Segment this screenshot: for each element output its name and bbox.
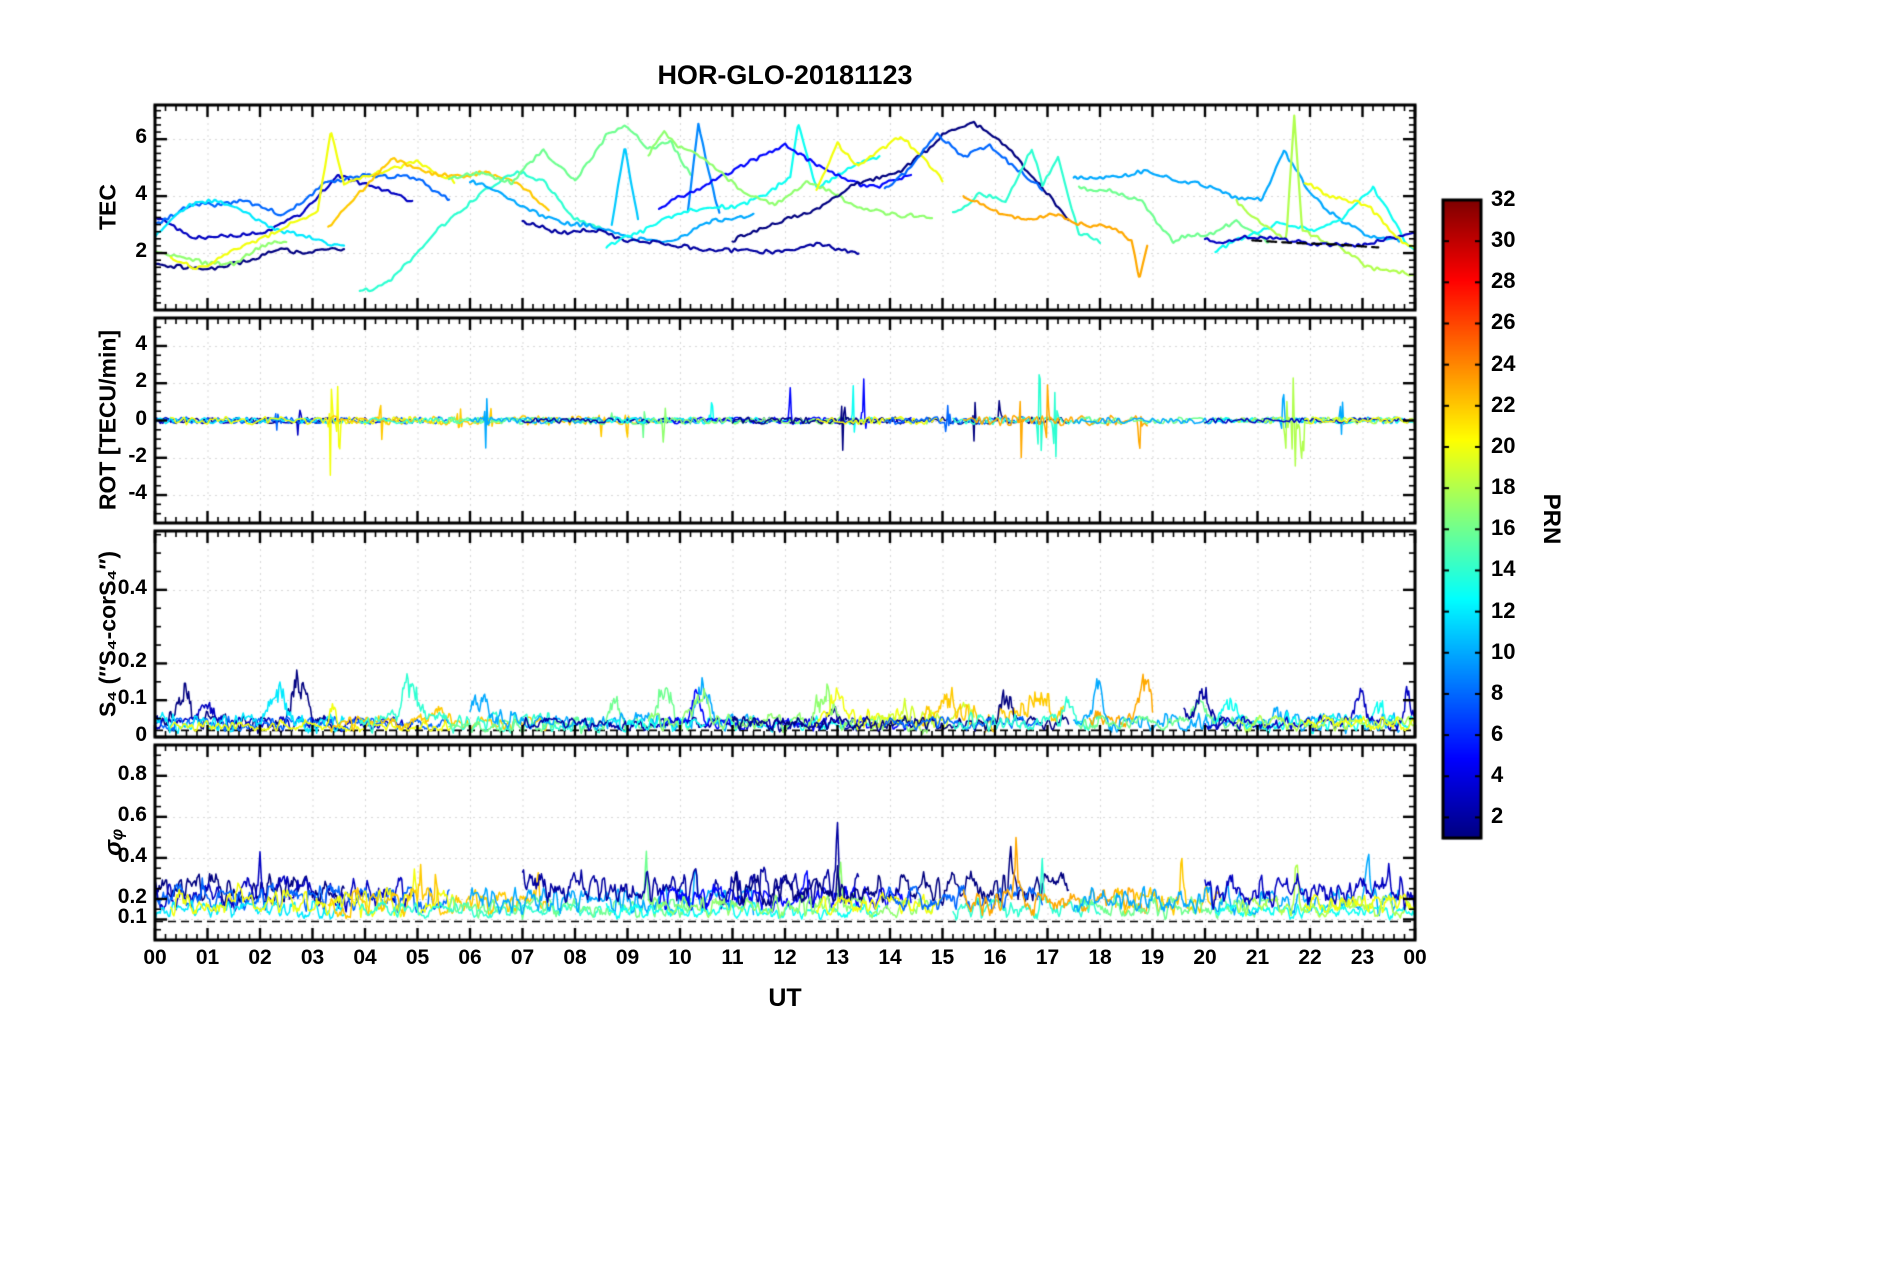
y-axis-label-rot: ROT [TECU/min]: [94, 329, 121, 511]
y-axis-label-tec: TEC: [94, 184, 121, 230]
y-axis-label-s4: S₄ (″S₄-corS₄″): [94, 550, 121, 718]
x-axis-label: UT: [768, 984, 802, 1012]
colorbar-label: PRN: [1538, 493, 1565, 545]
y-axis-label-sigma-phi: σᵩ: [100, 828, 127, 856]
chart-title: HOR-GLO-20181123: [657, 60, 913, 90]
